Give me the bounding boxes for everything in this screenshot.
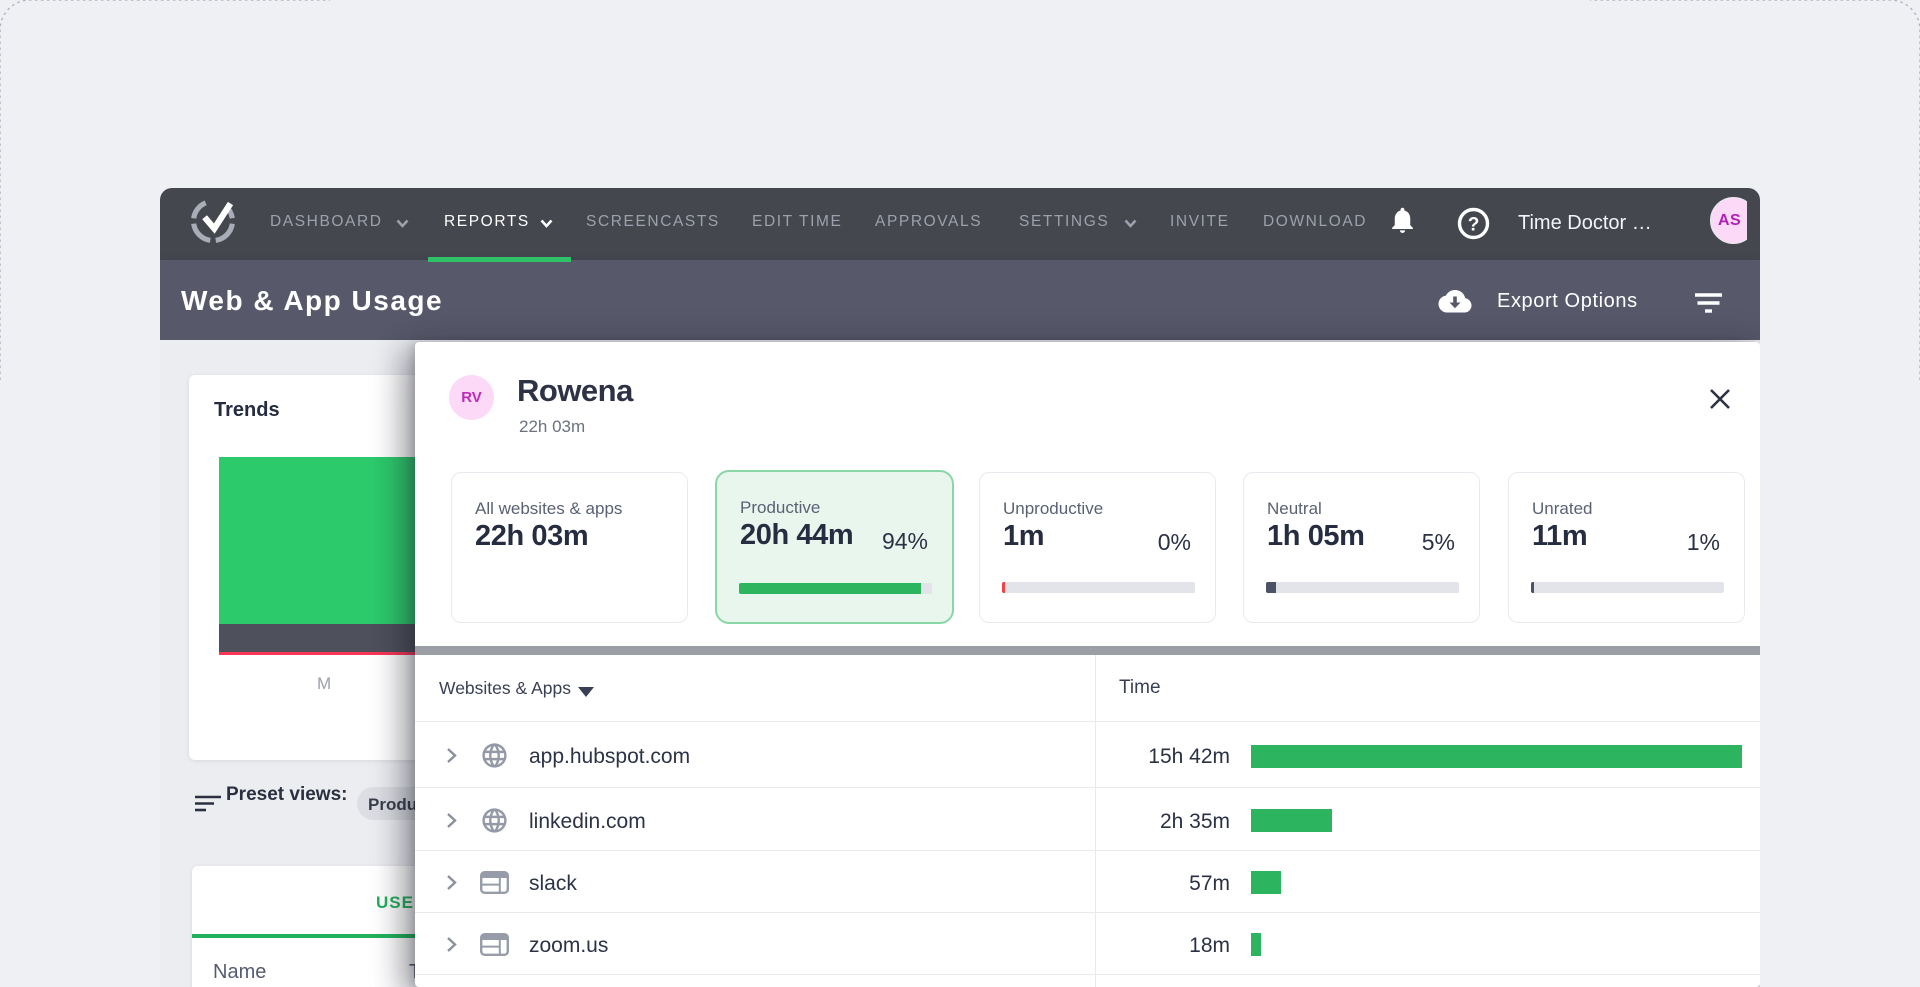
svg-text:?: ? <box>1468 215 1480 236</box>
